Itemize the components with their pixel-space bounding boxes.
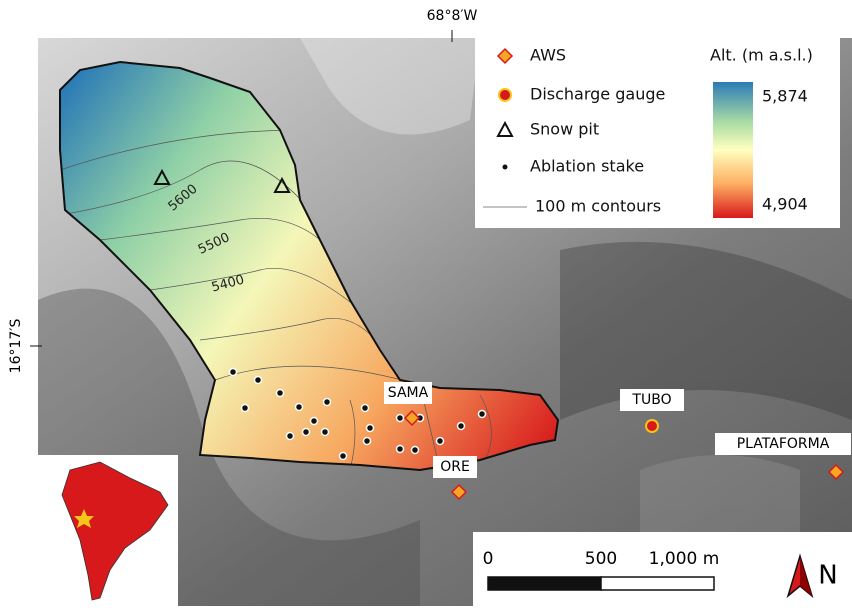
legend-item: 100 m contours [535, 197, 661, 216]
scale-label: 0 [483, 549, 494, 569]
station-label: ORE [440, 459, 470, 475]
ablation-stake [322, 429, 329, 436]
ablation-stake [340, 453, 347, 460]
ablation-stake [412, 447, 419, 454]
ablation-stake [277, 390, 284, 397]
legend-icon [503, 165, 508, 170]
ablation-stake [230, 369, 237, 376]
scale-segment [488, 577, 601, 590]
gauge-marker [646, 420, 658, 432]
map: 5600 5500 5400 SAMA ORE TUBO PLATAFORMA … [0, 0, 852, 606]
ablation-stake [303, 429, 310, 436]
ablation-stake [296, 404, 303, 411]
ablation-stake [397, 446, 404, 453]
ablation-stake [479, 411, 486, 418]
ablation-stake [364, 438, 371, 445]
ablation-stake [367, 425, 374, 432]
ablation-stake [287, 433, 294, 440]
ablation-stake [242, 405, 249, 412]
ablation-stake [362, 405, 369, 412]
legend-icon [499, 89, 511, 101]
legend-item: AWS [530, 46, 566, 65]
longitude-label: 68°8′W [427, 8, 478, 24]
ablation-stake [255, 377, 262, 384]
station-label: SAMA [388, 385, 429, 401]
scale-box [473, 532, 852, 606]
ablation-stake [311, 418, 318, 425]
legend-item: Snow pit [530, 120, 599, 139]
scale-label: 500 [585, 549, 617, 569]
scale-segment [601, 577, 714, 590]
station-label: TUBO [631, 392, 671, 408]
station-label: PLATAFORMA [737, 436, 830, 452]
colorbar [713, 82, 753, 218]
ablation-stake [458, 423, 465, 430]
legend-item: Ablation stake [530, 157, 644, 176]
colorbar-label: 5,874 [762, 87, 808, 106]
north-label: N [818, 561, 837, 591]
colorbar-label: 4,904 [762, 195, 808, 214]
legend-item: Discharge gauge [530, 85, 665, 104]
colorbar-title: Alt. (m a.s.l.) [710, 46, 813, 65]
ablation-stake [397, 415, 404, 422]
ablation-stake [324, 399, 331, 406]
ablation-stake [437, 438, 444, 445]
scale-label: 1,000 m [649, 549, 720, 569]
latitude-label: 16°17′S [8, 319, 24, 374]
